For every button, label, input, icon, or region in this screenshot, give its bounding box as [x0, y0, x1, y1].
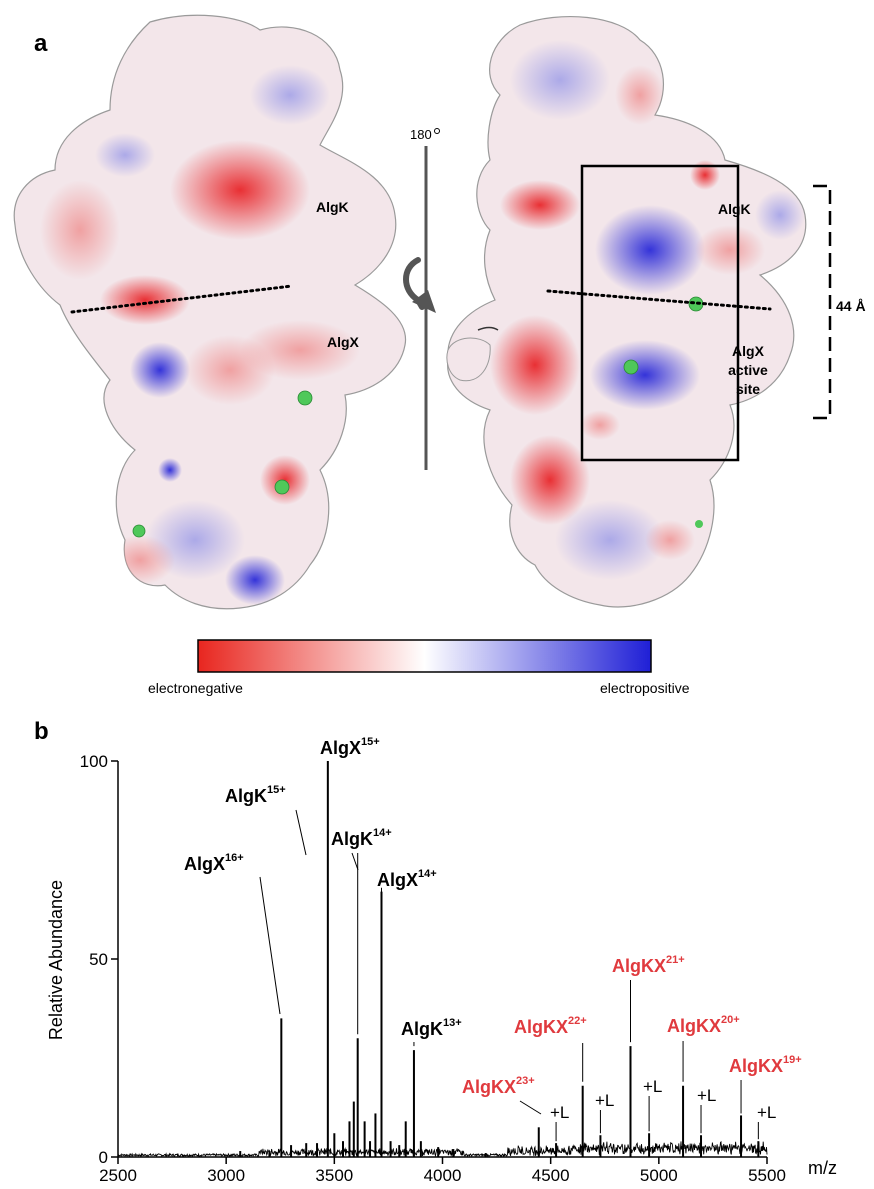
peak-label-algkx19: AlgKX19+ [729, 1054, 802, 1076]
peak-label-algx16: AlgX16+ [184, 852, 244, 874]
peak-label-charge: 16+ [225, 852, 244, 864]
x-tick-label: 3500 [315, 1166, 353, 1185]
peak-annotations: AlgX16+AlgK15+AlgX15+AlgK14+AlgX14+AlgK1… [184, 736, 802, 1142]
peak-label-base: AlgKX [667, 1016, 721, 1036]
spectrum-baseline [117, 1140, 768, 1158]
peak-label-algk13: AlgK13+ [401, 1017, 462, 1039]
degree-symbol [434, 128, 440, 134]
electrostatic-colorbar [197, 639, 652, 673]
peak-label-algx14: AlgX14+ [377, 868, 437, 890]
peak-label-charge: 19+ [783, 1054, 802, 1066]
active-site-label-line1: AlgX [732, 343, 765, 359]
ligand-dot [274, 479, 290, 495]
colorbar-right-label: electropositive [600, 680, 690, 696]
distance-bracket [813, 184, 832, 420]
peak-label-charge: 13+ [443, 1017, 462, 1029]
peak-label-charge: 14+ [373, 827, 392, 839]
peak-label-base: AlgX [377, 870, 418, 890]
peak-label-base: AlgKX [612, 956, 666, 976]
x-tick-label: 4000 [424, 1166, 462, 1185]
ligand-dot [132, 524, 146, 538]
interface-line-left [70, 284, 294, 314]
left-algk-label: AlgK [316, 199, 349, 215]
y-axis-title: Relative Abundance [46, 880, 66, 1040]
peak-label-algx15: AlgX15+ [320, 736, 380, 758]
peak-label-base: AlgK [331, 829, 373, 849]
y-tick-label: 0 [99, 1148, 108, 1167]
ligand-dot [297, 390, 313, 406]
ligand-adduct-label: +L [757, 1103, 776, 1122]
x-tick-label: 3000 [207, 1166, 245, 1185]
panel-letter-a: a [34, 30, 48, 57]
peak-label-algk15: AlgK15+ [225, 784, 286, 806]
panel-letter-b: b [34, 718, 49, 745]
ligand-adduct-label: +L [643, 1077, 662, 1096]
active-site-box [580, 164, 740, 462]
ligand-dot [695, 520, 703, 528]
x-tick-label: 5500 [748, 1166, 786, 1185]
peak-label-charge: 22+ [568, 1015, 587, 1027]
y-tick-label: 100 [80, 752, 108, 771]
active-site-label-line3: site [736, 381, 760, 397]
peak-label-algkx23: AlgKX23+ [462, 1075, 535, 1097]
peak-leader-line [519, 1100, 542, 1115]
active-site-label-line2: active [728, 362, 768, 378]
peak-label-charge: 23+ [516, 1075, 535, 1087]
x-tick-label: 4500 [532, 1166, 570, 1185]
peak-label-algkx20: AlgKX20+ [667, 1014, 740, 1036]
peak-label-charge: 20+ [721, 1014, 740, 1026]
peak-label-charge: 15+ [361, 736, 380, 748]
ligand-dot [623, 359, 639, 375]
peak-label-base: AlgX [320, 738, 361, 758]
peak-label-base: AlgKX [462, 1077, 516, 1097]
peak-label-base: AlgX [184, 854, 225, 874]
right-algk-label: AlgK [718, 201, 751, 217]
rotation-arrow-icon [403, 257, 436, 313]
spectrum-trace [117, 761, 768, 1158]
distance-label: 44 Å [836, 298, 866, 314]
colorbar-left-label: electronegative [148, 680, 243, 696]
peak-label-base: AlgK [401, 1019, 443, 1039]
x-axis-title: m/z [808, 1158, 837, 1178]
chart-axes: 0 50 100 2500 3000 3500 4000 4500 5000 5500 [80, 752, 786, 1185]
y-tick-label: 50 [89, 950, 108, 969]
left-algx-label: AlgX [327, 334, 360, 350]
peak-label-charge: 21+ [666, 954, 685, 966]
peak-label-algk14: AlgK14+ [331, 827, 392, 849]
peak-leader-line [259, 876, 281, 1015]
peak-label-base: AlgKX [514, 1017, 568, 1037]
peak-label-charge: 15+ [267, 784, 286, 796]
peak-label-algkx22: AlgKX22+ [514, 1015, 587, 1037]
ligand-adduct-label: +L [697, 1086, 716, 1105]
ligand-adduct-label: +L [550, 1103, 569, 1122]
left-protein-surface [13, 14, 407, 610]
peak-label-base: AlgK [225, 786, 267, 806]
peak-leader-line [295, 809, 307, 856]
panel-a-figure: 44 Å 180 AlgK AlgX AlgK AlgX active site… [13, 14, 866, 696]
peak-label-base: AlgKX [729, 1056, 783, 1076]
rotation-label: 180 [410, 127, 432, 142]
interface-line-right [546, 289, 772, 311]
x-tick-label: 5000 [640, 1166, 678, 1185]
peak-label-charge: 14+ [418, 868, 437, 880]
ligand-adduct-label: +L [595, 1091, 614, 1110]
x-tick-label: 2500 [99, 1166, 137, 1185]
peak-label-algkx21: AlgKX21+ [612, 954, 685, 976]
peak-leader-line [351, 852, 359, 871]
